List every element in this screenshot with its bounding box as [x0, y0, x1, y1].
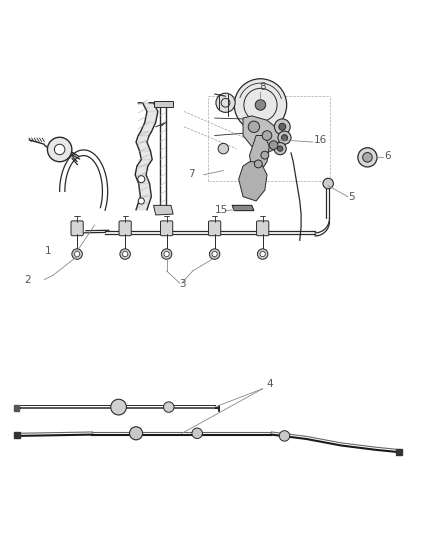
Circle shape — [278, 131, 291, 144]
Circle shape — [260, 252, 265, 257]
Circle shape — [282, 135, 288, 141]
Polygon shape — [136, 197, 151, 210]
Circle shape — [130, 427, 143, 440]
Polygon shape — [243, 116, 280, 153]
FancyBboxPatch shape — [71, 221, 83, 236]
Polygon shape — [239, 161, 267, 201]
FancyBboxPatch shape — [160, 221, 173, 236]
Text: 16: 16 — [314, 135, 327, 146]
Polygon shape — [137, 159, 152, 166]
Polygon shape — [145, 111, 158, 123]
Polygon shape — [136, 142, 150, 151]
Circle shape — [72, 249, 82, 259]
Circle shape — [262, 131, 272, 140]
Circle shape — [278, 146, 283, 151]
Circle shape — [363, 152, 372, 162]
Polygon shape — [153, 205, 173, 215]
Polygon shape — [396, 449, 403, 455]
Text: 2: 2 — [25, 274, 32, 285]
Circle shape — [47, 138, 72, 161]
Circle shape — [111, 399, 127, 415]
Text: 4: 4 — [266, 378, 273, 389]
Polygon shape — [143, 103, 158, 111]
Circle shape — [234, 79, 287, 131]
FancyBboxPatch shape — [208, 221, 221, 236]
Polygon shape — [140, 151, 152, 159]
Polygon shape — [250, 135, 269, 175]
Circle shape — [192, 428, 202, 439]
Circle shape — [123, 252, 128, 257]
Text: 1: 1 — [44, 246, 51, 256]
Polygon shape — [135, 175, 150, 183]
Circle shape — [161, 249, 172, 259]
Circle shape — [279, 431, 290, 441]
Circle shape — [216, 93, 235, 112]
Circle shape — [254, 160, 262, 168]
Circle shape — [120, 249, 131, 259]
Circle shape — [209, 249, 220, 259]
Circle shape — [164, 252, 169, 257]
Polygon shape — [232, 205, 254, 211]
Text: 15: 15 — [215, 205, 228, 215]
Circle shape — [218, 143, 229, 154]
Text: 3: 3 — [179, 279, 185, 289]
Polygon shape — [14, 405, 19, 411]
Circle shape — [261, 151, 269, 159]
Circle shape — [248, 121, 260, 133]
Circle shape — [275, 119, 290, 135]
Circle shape — [269, 141, 278, 149]
Polygon shape — [14, 432, 20, 438]
Circle shape — [358, 148, 377, 167]
Circle shape — [138, 198, 145, 204]
Polygon shape — [136, 135, 149, 142]
Text: 7: 7 — [188, 169, 195, 179]
Circle shape — [74, 252, 80, 257]
Circle shape — [258, 249, 268, 259]
Circle shape — [212, 252, 217, 257]
Polygon shape — [141, 123, 155, 132]
Circle shape — [274, 142, 286, 155]
FancyBboxPatch shape — [257, 221, 269, 236]
Circle shape — [323, 179, 333, 189]
Circle shape — [279, 123, 286, 130]
Circle shape — [138, 176, 145, 183]
Circle shape — [163, 402, 174, 413]
Polygon shape — [139, 183, 151, 197]
Circle shape — [255, 100, 266, 110]
Polygon shape — [153, 101, 173, 107]
Text: 5: 5 — [349, 192, 355, 201]
Polygon shape — [135, 166, 148, 175]
Circle shape — [54, 144, 65, 155]
FancyBboxPatch shape — [119, 221, 131, 236]
Text: 8: 8 — [259, 82, 266, 92]
Text: 6: 6 — [384, 151, 391, 160]
Polygon shape — [138, 132, 151, 135]
